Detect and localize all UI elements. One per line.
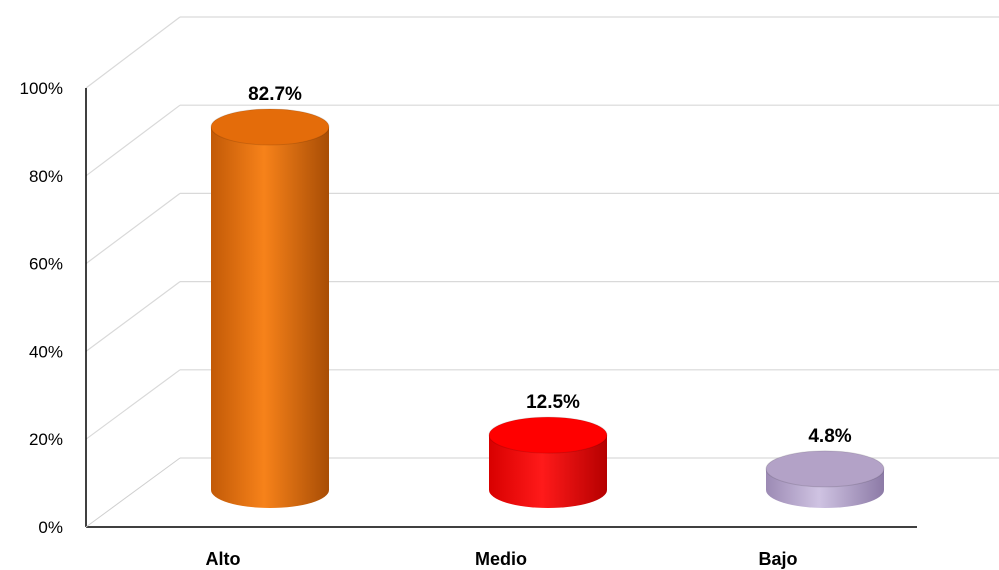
data-label: 4.8% (808, 426, 851, 447)
category-label: Medio (475, 549, 527, 569)
y-tick-label: 40% (29, 342, 63, 361)
floor-back-line (85, 457, 181, 528)
gridline-diagonal (85, 369, 181, 440)
bar-alto (210, 108, 330, 508)
bar-medio (488, 416, 608, 508)
data-labels: 82.7% 12.5% 4.8% (248, 84, 852, 447)
y-tick-label: 80% (29, 167, 63, 186)
gridline-diagonal (85, 192, 181, 265)
gridline-diagonal (85, 281, 181, 352)
bar-top (765, 450, 885, 488)
category-label: Bajo (758, 549, 797, 569)
bar-top (488, 416, 608, 454)
gridline-diagonal (85, 16, 181, 89)
data-label: 12.5% (526, 392, 580, 413)
gridline-diagonal (85, 104, 181, 177)
y-tick-label: 100% (20, 79, 63, 98)
y-tick-label: 20% (29, 430, 63, 449)
bar-bajo (765, 450, 885, 508)
category-label: Alto (206, 549, 241, 569)
axes (85, 88, 917, 528)
bar-body (211, 126, 329, 508)
data-label: 82.7% (248, 84, 302, 105)
category-labels: Alto Medio Bajo (206, 549, 798, 569)
y-tick-label: 60% (29, 255, 63, 274)
bar-top (210, 108, 330, 146)
bars (210, 108, 885, 508)
y-tick-label: 0% (38, 518, 63, 537)
bar-body (489, 435, 607, 508)
y-tick-labels: 0% 20% 40% 60% 80% 100% (20, 79, 63, 537)
